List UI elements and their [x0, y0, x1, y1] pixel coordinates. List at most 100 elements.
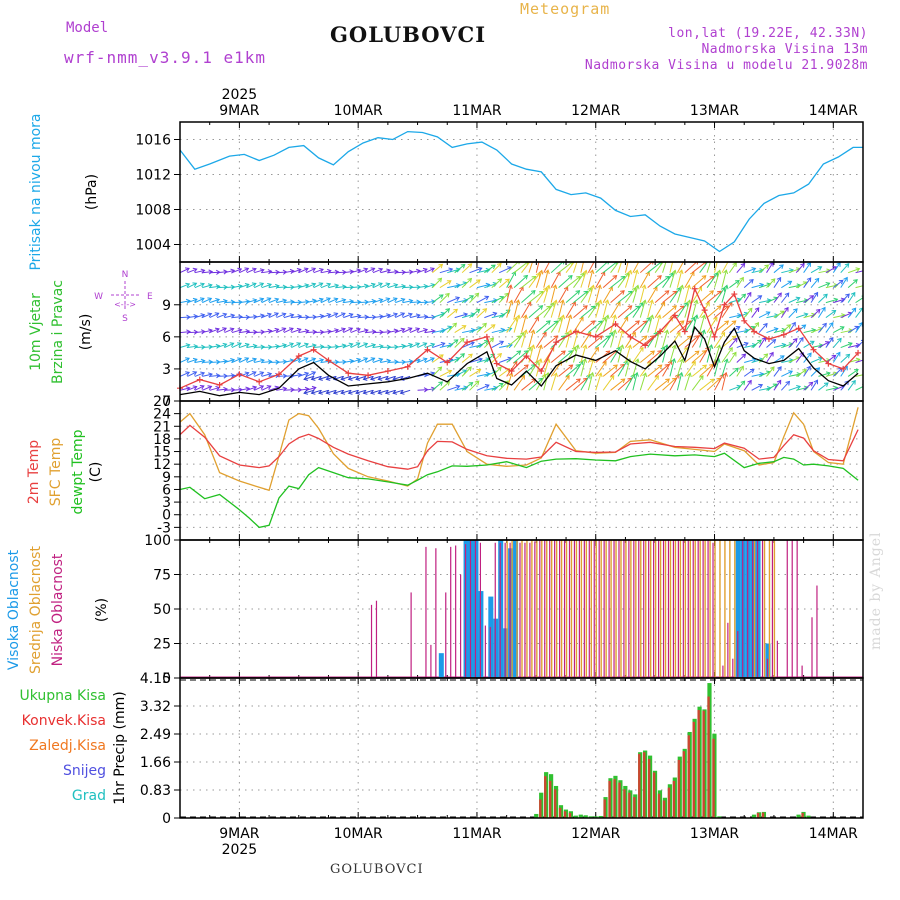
gust-marker [295, 353, 302, 360]
wind-arrow [558, 300, 564, 318]
wind-arrow-head [385, 297, 391, 303]
wind-arrow [543, 270, 549, 288]
footer-station: GOLUBOVCI [330, 862, 424, 877]
wind-arrow-head [530, 344, 536, 350]
wind-arrow [187, 371, 197, 377]
wind-arrow [461, 382, 473, 391]
wind-arrow-head [334, 269, 340, 275]
wind-arrow-head [244, 282, 250, 288]
wind-arrow [862, 302, 863, 303]
wind-arrow [372, 282, 383, 289]
wind-arrow [298, 330, 309, 334]
wind-arrow-head [740, 262, 746, 268]
wind-arrow-head [523, 364, 529, 369]
wind-arrow [587, 302, 599, 318]
wind-arrow-head [866, 337, 870, 341]
wind-arrow-head [864, 373, 868, 377]
gust-marker [810, 346, 817, 353]
wind-arrow [624, 374, 635, 391]
wind-arrow-head [757, 339, 762, 345]
wind-arrow [795, 281, 808, 289]
wind-arrow-head [634, 358, 640, 364]
y-tick-label: 75 [153, 568, 171, 584]
wind-axis-title: 10m Vjetar [28, 293, 44, 371]
wind-arrow [224, 269, 235, 274]
gust-marker [627, 333, 634, 340]
wind-arrow [372, 298, 383, 304]
wind-arrow [313, 359, 324, 363]
wind-arrow [484, 264, 496, 274]
wind-arrow-head [303, 389, 309, 395]
wind-arrow [239, 267, 249, 274]
wind-arrow [343, 270, 354, 274]
wind-arrow-head [296, 268, 302, 273]
wind-arrow [476, 340, 489, 348]
wind-arrow-head [460, 353, 465, 358]
wind-arrow-head [691, 361, 696, 366]
wind-arrow [194, 372, 205, 377]
precip-legend-item: Snijeg [63, 763, 106, 779]
wind-arrow [610, 378, 625, 391]
wind-arrow [862, 287, 863, 288]
wind-arrow-head [579, 316, 584, 322]
wind-arrow [654, 346, 665, 363]
wind-arrow [632, 302, 644, 318]
wind-arrow [417, 268, 428, 274]
wind-arrow-head [252, 357, 257, 363]
station-title: GOLUBOVCI [330, 22, 487, 47]
wind-arrow-head [399, 389, 405, 395]
wind-arrow [632, 320, 648, 333]
wind-arrow [706, 272, 718, 288]
wind-arrow-head [407, 327, 413, 332]
wind-arrow-head [620, 290, 625, 295]
wind-arrow [378, 375, 389, 380]
wind-arrow-head [594, 346, 599, 352]
wind-arrow-head [538, 269, 544, 275]
wind-arrow [714, 332, 725, 348]
wind-arrow-head [598, 335, 603, 340]
wind-arrow [558, 262, 574, 274]
gust-marker [612, 321, 619, 328]
wind-arrow-head [445, 292, 450, 298]
wind-arrow-head [333, 312, 339, 318]
wind-arrow [699, 364, 714, 377]
wind-arrow [410, 314, 420, 319]
wind-arrow-head [773, 327, 779, 332]
wind-arrow [365, 330, 376, 334]
wind-arrow-head [476, 369, 482, 374]
wind-arrow [370, 389, 381, 394]
wind-arrow [632, 359, 639, 377]
x-tick-label-top: 12MAR [571, 103, 620, 119]
wind-arrow [476, 373, 490, 377]
wind-arrow-head [660, 301, 666, 307]
wind-arrow [303, 375, 314, 380]
wind-arrow [476, 323, 487, 333]
wind-arrow [385, 375, 396, 380]
wind-arrow-head [266, 385, 272, 390]
wind-axis-subtitle: Brzina i Pravac [50, 280, 66, 384]
wind-arrow [810, 278, 820, 288]
wind-arrow-head [631, 331, 636, 337]
wind-arrow [610, 276, 625, 289]
lonlat-label: lon,lat (19.22E, 42.33N) [668, 26, 868, 41]
wind-arrow [573, 360, 584, 377]
wind-arrow [246, 345, 257, 349]
conv-precip-bar [568, 812, 572, 818]
wind-arrow-head [641, 284, 647, 290]
wind-arrow-head [192, 357, 198, 363]
wind-arrow-head [310, 389, 316, 395]
wind-arrow [647, 350, 662, 363]
wind-arrow [298, 372, 309, 377]
wind-arrow [348, 375, 359, 380]
wind-arrow [380, 283, 390, 289]
wind-arrow [365, 283, 376, 289]
wind-arrow-head [230, 299, 236, 305]
wind-arrow-head [770, 278, 776, 283]
wind-arrow [306, 283, 316, 289]
wind-arrow [417, 329, 428, 334]
wind-arrow-head [332, 389, 338, 395]
gust-marker [780, 331, 787, 338]
gust-marker [840, 365, 847, 372]
wind-arrow-head [237, 267, 243, 273]
conv-precip-bar [563, 811, 567, 818]
